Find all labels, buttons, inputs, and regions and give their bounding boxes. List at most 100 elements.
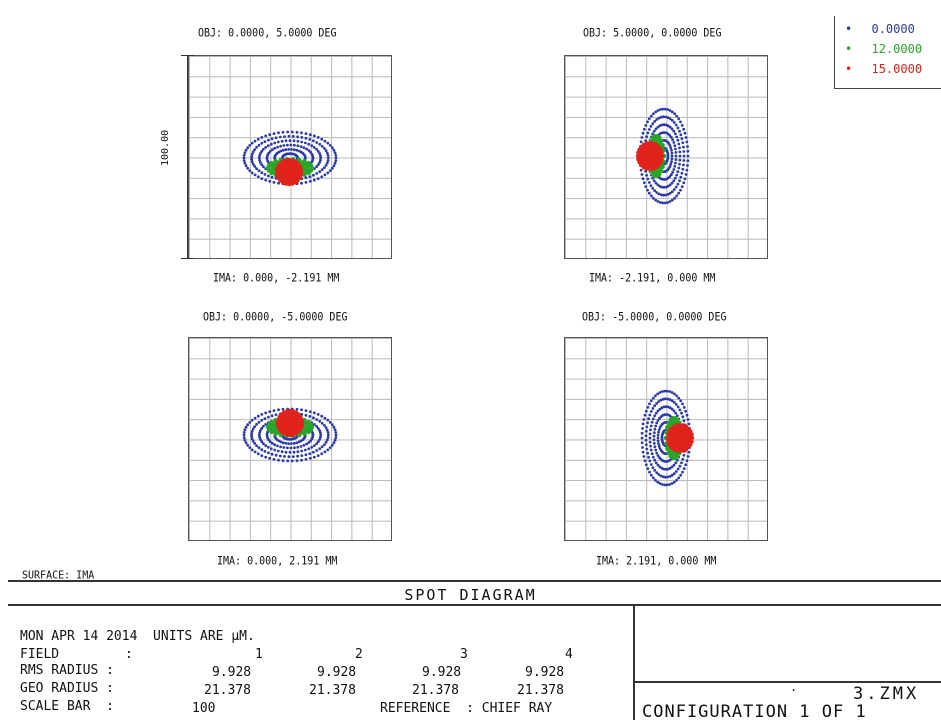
blue-spot [311, 431, 315, 435]
blue-spot [672, 472, 676, 475]
blue-spot [675, 414, 679, 418]
blue-spot [657, 192, 661, 196]
title-divider [8, 604, 941, 606]
blue-spot [649, 399, 653, 403]
blue-spot [332, 148, 336, 152]
blue-spot [325, 151, 329, 155]
blue-spot [264, 178, 268, 182]
blue-spot [670, 198, 674, 202]
blue-spot [679, 175, 683, 179]
blue-spot [654, 198, 658, 202]
blue-spot [660, 466, 664, 470]
blue-spot [686, 418, 690, 421]
blue-spot [290, 459, 294, 463]
blue-spot [652, 196, 655, 200]
blue-spot [651, 476, 655, 480]
blue-spot [670, 157, 674, 161]
blue-spot [673, 165, 677, 168]
blue-spot [641, 446, 644, 449]
blue-spot [300, 458, 303, 462]
blue-spot [661, 107, 665, 111]
blue-spot [320, 168, 324, 172]
blue-spot [333, 428, 337, 432]
blue-spot [672, 141, 676, 144]
blue-spot [269, 142, 273, 146]
blue-spot [334, 433, 338, 437]
legend-marker: • [845, 62, 853, 76]
blue-spot [682, 181, 686, 185]
blue-spot [659, 115, 663, 119]
blue-spot [666, 475, 670, 479]
blue-spot [308, 179, 312, 183]
blue-spot [280, 450, 284, 454]
blue-spot [682, 467, 686, 470]
field-value-2: 2 [355, 647, 363, 662]
blue-spot [259, 438, 262, 441]
blue-spot [651, 122, 655, 126]
geo-value-1: 21.378 [204, 683, 251, 698]
blue-spot [672, 401, 676, 404]
blue-spot [277, 458, 280, 462]
blue-spot [308, 410, 312, 414]
frame-top-line [8, 580, 941, 582]
blue-spot [300, 454, 304, 457]
blue-spot [666, 124, 670, 128]
blue-spot [646, 131, 650, 135]
blue-spot [680, 137, 684, 141]
blue-spot [270, 452, 274, 456]
blue-spot [674, 158, 678, 162]
blue-spot [296, 139, 300, 143]
blue-spot [312, 146, 316, 149]
blue-spot [312, 178, 316, 182]
blue-spot [304, 409, 308, 412]
blue-spot [681, 470, 684, 474]
blue-spot [277, 150, 281, 154]
blue-spot [268, 150, 272, 153]
blue-spot [282, 144, 286, 147]
blue-spot [652, 112, 655, 116]
red-spot [298, 166, 303, 172]
plot-ima-label: IMA: 0.000, 2.191 MM [217, 555, 338, 568]
blue-spot [686, 154, 690, 158]
blue-spot [658, 407, 662, 411]
blue-spot [656, 125, 660, 129]
blue-spot [670, 465, 674, 469]
blue-spot [251, 150, 255, 154]
blue-spot [257, 156, 261, 160]
blue-spot [678, 179, 681, 183]
blue-spot [258, 435, 261, 439]
blue-spot [304, 458, 308, 461]
blue-spot [654, 411, 658, 415]
blue-spot [644, 463, 648, 467]
scale-bar-row-label: SCALE BAR : [20, 699, 114, 714]
blue-spot [333, 438, 337, 442]
blue-spot [666, 193, 670, 196]
blue-spot [288, 139, 292, 143]
blue-spot [289, 446, 293, 450]
blue-spot [658, 456, 661, 460]
blue-spot [668, 200, 672, 203]
blue-spot [681, 457, 685, 461]
blue-spot [640, 136, 644, 139]
blue-spot [664, 115, 668, 119]
blue-spot [248, 421, 252, 424]
blue-spot [653, 468, 657, 472]
blue-spot [678, 150, 682, 154]
blue-spot [674, 123, 678, 127]
blue-spot [300, 181, 303, 185]
blue-spot [264, 146, 268, 149]
blue-spot [312, 134, 316, 138]
blue-spot [320, 414, 324, 418]
blue-spot [307, 142, 311, 146]
blue-spot [652, 129, 656, 133]
blue-spot [668, 109, 672, 112]
blue-spot [677, 476, 681, 480]
blue-spot [670, 181, 674, 185]
blue-spot [250, 160, 254, 164]
blue-spot [670, 391, 674, 394]
blue-spot [277, 408, 280, 412]
blue-spot [278, 454, 282, 458]
blue-spot [286, 143, 289, 147]
blue-spot [649, 444, 652, 448]
blue-spot [308, 133, 312, 137]
